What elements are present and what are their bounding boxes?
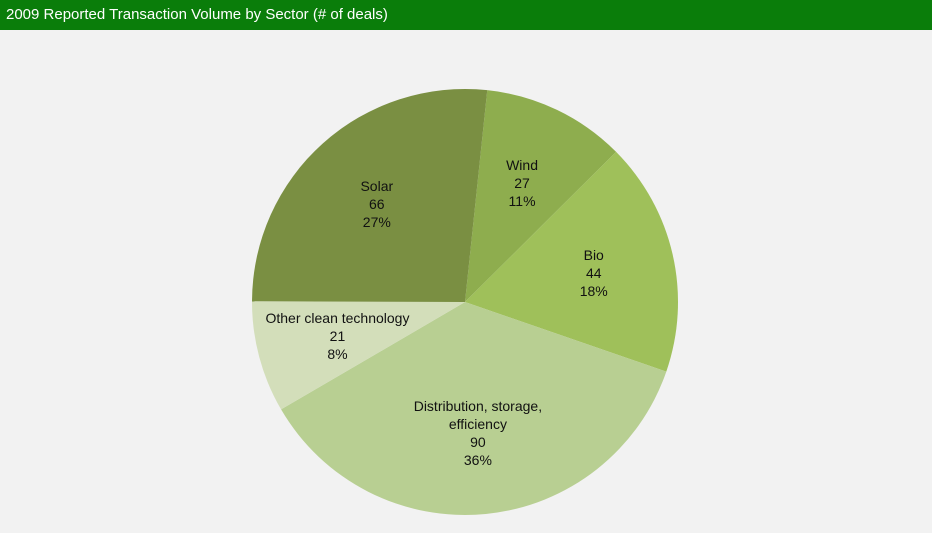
pie-slice xyxy=(281,302,667,515)
slice-label: Distribution, storage, efficiency 90 36% xyxy=(393,397,563,469)
slice-percent: 11% xyxy=(508,192,536,209)
slice-percent: 27% xyxy=(362,213,391,230)
pie-slice xyxy=(252,89,488,303)
slice-name: Other clean technology xyxy=(265,310,410,327)
pie-slice xyxy=(465,90,617,302)
slice-label: Solar 66 27% xyxy=(360,177,393,231)
slice-name: Distribution, storage, efficiency xyxy=(413,398,543,433)
slice-label: Wind 27 11% xyxy=(506,156,538,210)
slice-name: Bio xyxy=(583,246,604,263)
chart-title: 2009 Reported Transaction Volume by Sect… xyxy=(0,0,932,30)
slice-name: Solar xyxy=(360,177,394,194)
slice-value: 44 xyxy=(585,264,602,281)
slice-value: 27 xyxy=(514,174,530,191)
pie-slice xyxy=(252,301,465,410)
slice-name: Wind xyxy=(506,156,538,173)
slice-label: Bio 44 18% xyxy=(580,246,608,300)
slice-percent: 18% xyxy=(579,282,608,299)
pie-slice xyxy=(465,151,678,372)
slice-value: 66 xyxy=(369,195,385,212)
slice-label: Other clean technology 21 8% xyxy=(265,309,409,363)
slice-value: 21 xyxy=(329,328,346,345)
slice-percent: 36% xyxy=(463,452,492,469)
slice-percent: 8% xyxy=(327,346,348,363)
slice-value: 90 xyxy=(470,434,486,451)
